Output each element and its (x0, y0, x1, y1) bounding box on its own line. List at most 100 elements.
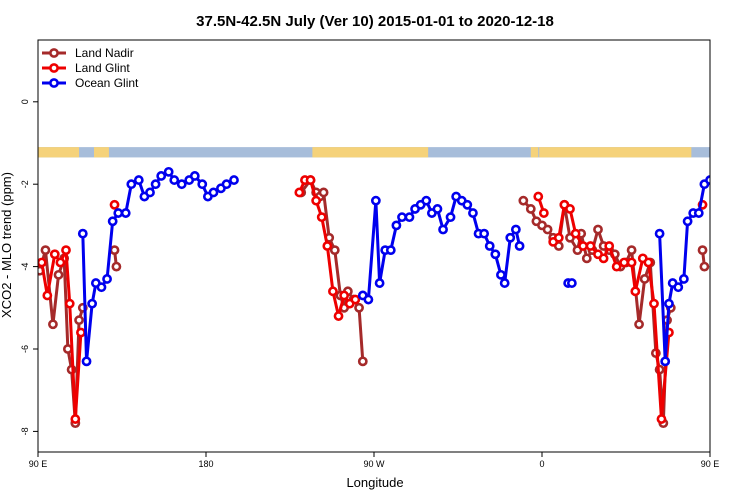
data-point (604, 241, 615, 251)
data-point (370, 195, 381, 206)
legend-label: Land Nadir (75, 46, 134, 60)
data-point (593, 224, 603, 235)
data-point (150, 179, 161, 190)
data-point (468, 208, 478, 218)
data-point (133, 175, 144, 185)
data-point (639, 274, 650, 284)
data-point (156, 171, 167, 181)
data-point (42, 290, 53, 301)
data-point (357, 356, 368, 367)
data-point (294, 187, 305, 198)
data-point (189, 171, 200, 181)
legend-marker (49, 63, 59, 73)
y-axis: 0 -2 -4 -6 -8 (20, 99, 38, 435)
data-point (64, 298, 75, 309)
data-point (505, 232, 516, 243)
y-tick-label: -8 (20, 427, 30, 435)
land-ocean-strip (38, 147, 750, 158)
data-point (565, 204, 575, 214)
x-tick-label: 90 E (29, 459, 48, 469)
data-point (70, 414, 81, 424)
data-point (55, 257, 66, 268)
data-point (598, 253, 609, 264)
data-point (570, 228, 581, 239)
land-band (94, 147, 109, 158)
data-point (611, 261, 622, 272)
x-tick-label: 90 W (363, 459, 385, 469)
land-band (539, 147, 692, 158)
data-point (578, 241, 588, 251)
data-point (76, 327, 86, 338)
data-point (585, 241, 596, 251)
data-point (673, 282, 684, 293)
data-point (445, 212, 456, 223)
series-line (40, 248, 83, 421)
data-point (656, 414, 667, 424)
land-band (312, 147, 429, 158)
data-point (397, 212, 407, 223)
data-point (305, 175, 316, 185)
data-point (553, 232, 564, 243)
x-tick-label: 180 (198, 459, 213, 469)
data-point (311, 195, 322, 206)
data-point (626, 257, 637, 268)
y-tick-label: -4 (20, 263, 30, 271)
series-land-glint (38, 175, 708, 424)
data-point (699, 261, 710, 272)
data-point (229, 175, 239, 185)
legend-item: Land Glint (42, 61, 130, 75)
series-line (300, 178, 365, 362)
data-point (38, 257, 47, 268)
land-band (38, 147, 80, 158)
y-tick-label: -6 (20, 345, 30, 353)
data-point (120, 208, 131, 218)
data-point (176, 179, 187, 190)
data-point (542, 224, 553, 235)
data-point (339, 290, 350, 301)
data-point (484, 241, 495, 251)
data-point (566, 278, 577, 288)
data-point (113, 208, 124, 218)
data-point (438, 224, 448, 235)
data-point (109, 199, 120, 210)
data-point (48, 319, 58, 330)
x-tick-label: 90 E (701, 459, 720, 469)
data-point (634, 319, 644, 330)
series-ocean-glint (77, 166, 710, 367)
data-point (581, 253, 592, 264)
data-point (421, 195, 432, 206)
y-tick-label: -2 (20, 180, 30, 188)
legend-marker (49, 78, 59, 88)
data-point (49, 249, 60, 260)
data-point (197, 179, 208, 190)
data-point (81, 356, 92, 367)
data-point (329, 245, 340, 256)
data-point (322, 241, 333, 251)
data-point (363, 294, 374, 305)
data-point (678, 274, 689, 284)
data-point (318, 187, 329, 198)
data-point (682, 216, 693, 227)
data-point (630, 286, 641, 297)
x-axis: 90 E 180 90 W 0 90 E (29, 452, 720, 469)
data-point (74, 315, 84, 326)
data-point (333, 311, 344, 321)
data-point (221, 179, 232, 190)
data-point (664, 298, 674, 309)
legend-item: Ocean Glint (42, 76, 139, 90)
data-point (87, 298, 98, 309)
data-point (374, 278, 385, 288)
chart-title: 37.5N-42.5N July (Ver 10) 2015-01-01 to … (196, 13, 554, 30)
data-point (169, 175, 180, 185)
data-point (391, 220, 402, 231)
data-point (626, 245, 637, 256)
data-point (109, 245, 120, 256)
data-point (510, 224, 521, 235)
data-point (61, 245, 71, 256)
land-band (732, 147, 750, 157)
data-point (490, 249, 501, 260)
data-point (518, 195, 529, 206)
legend-label: Ocean Glint (75, 76, 139, 90)
series-layer (38, 166, 710, 429)
